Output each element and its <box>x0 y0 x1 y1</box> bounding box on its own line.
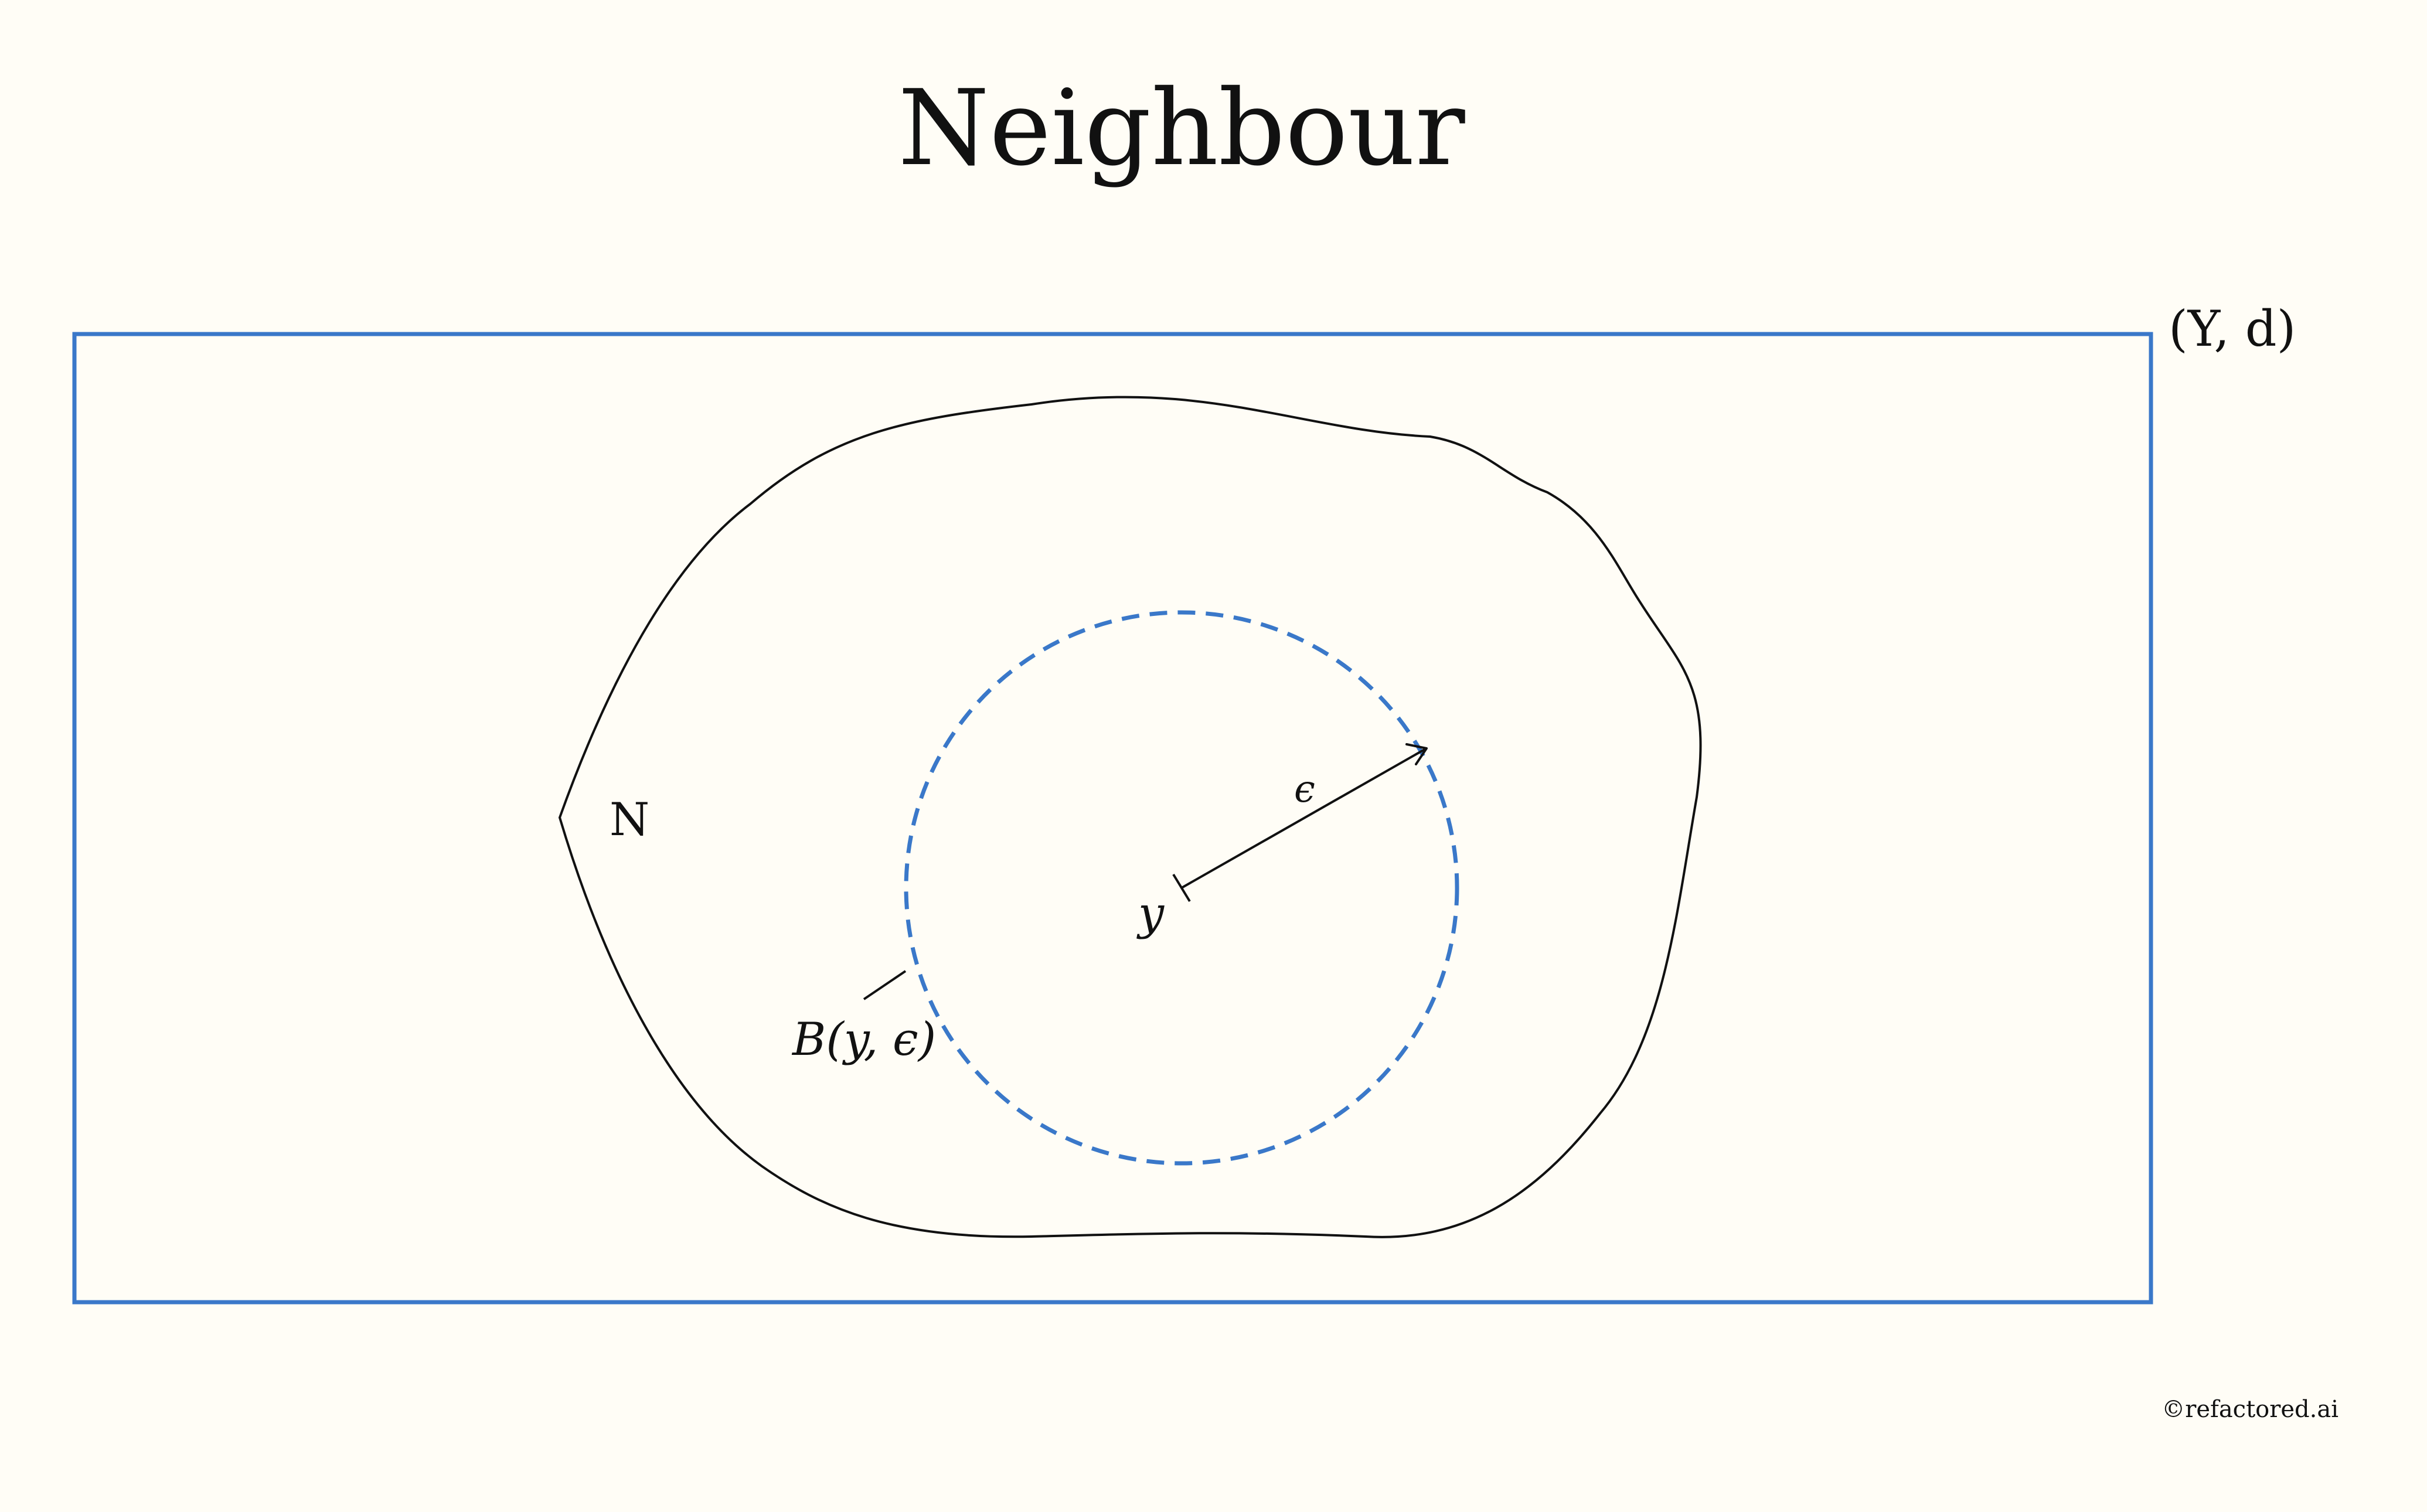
open-ball-circle <box>904 610 1459 1166</box>
neighbourhood-label: N <box>610 794 649 846</box>
watermark: ©refactored.ai <box>2162 1396 2339 1423</box>
ball-label-leader <box>863 970 907 1000</box>
metric-space-rectangle <box>72 332 2153 1305</box>
ball-label: B(y, ϵ) <box>791 1013 936 1066</box>
point-label: y <box>1136 887 1165 940</box>
radius-label: ϵ <box>1294 768 1315 811</box>
radius-arrow-tail-bar <box>1172 873 1191 903</box>
radius-arrow-line <box>1181 748 1426 889</box>
neighbourhood-curve <box>558 396 1702 1238</box>
metric-space-label: (Y, d) <box>2169 300 2296 357</box>
diagram-title: Neighbour <box>898 67 1465 189</box>
radius-arrow-head <box>1405 743 1428 765</box>
